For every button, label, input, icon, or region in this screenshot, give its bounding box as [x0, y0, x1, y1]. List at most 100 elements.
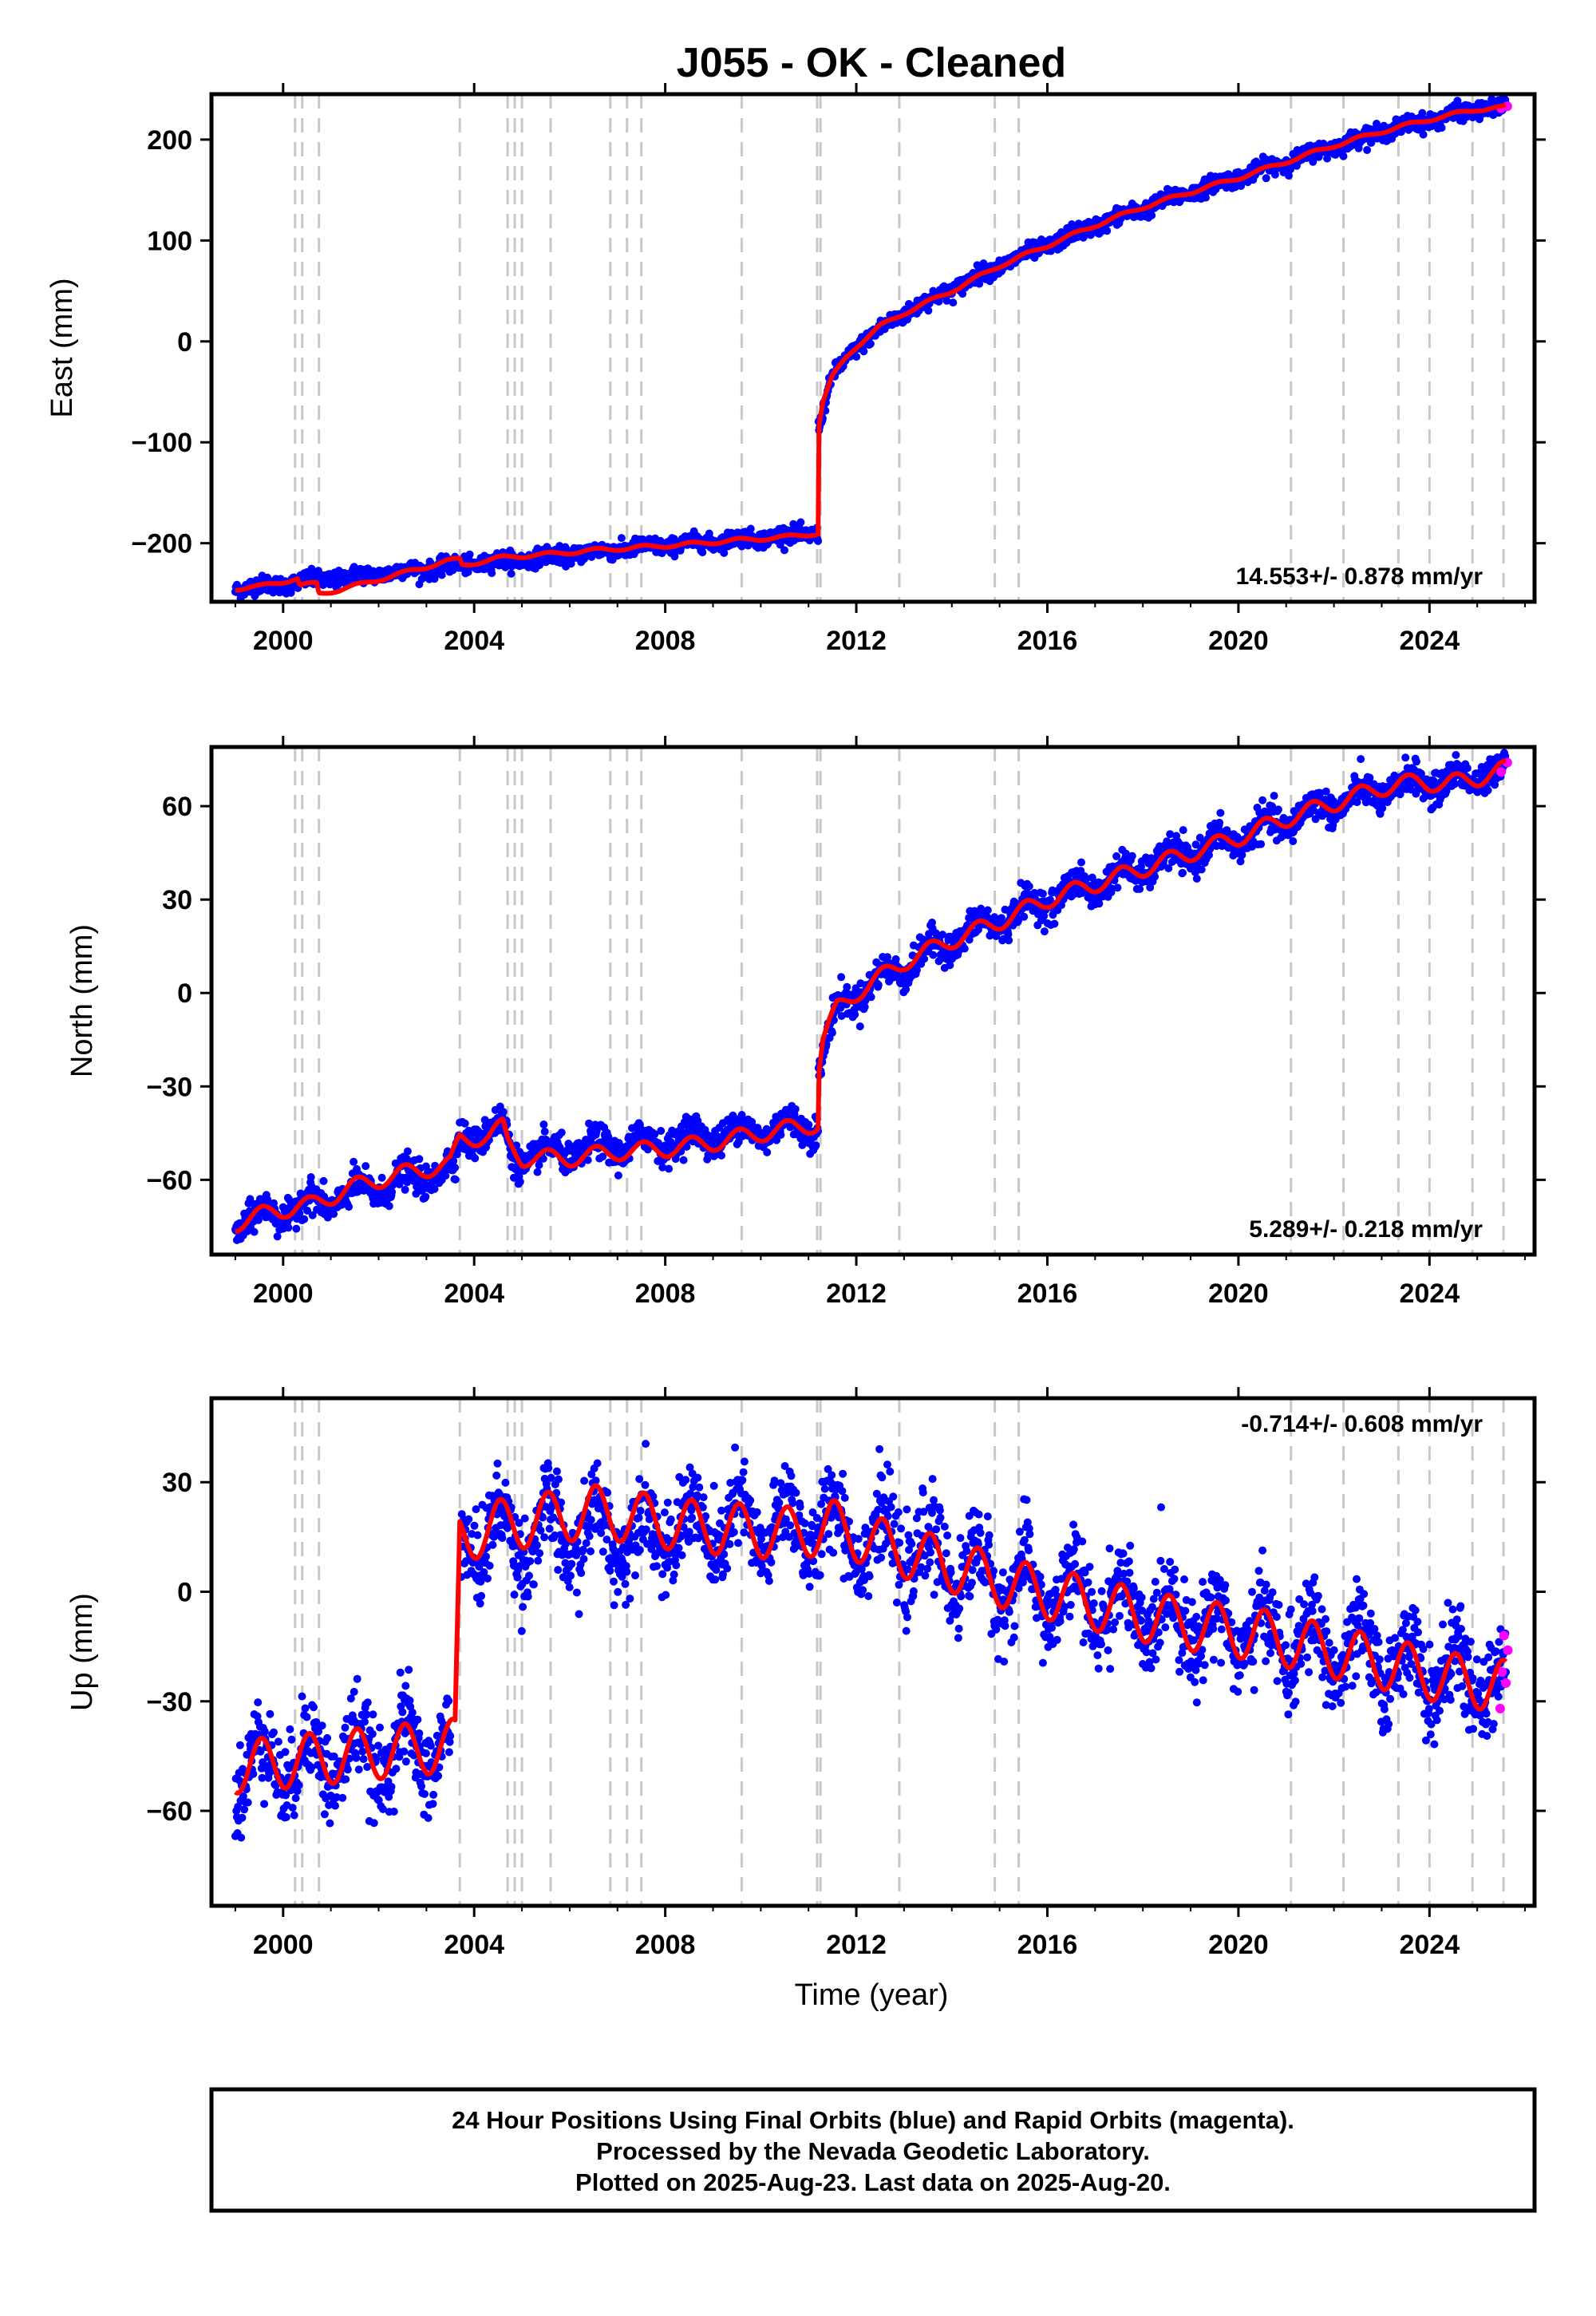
- final-orbit-point: [1419, 130, 1428, 139]
- x-tick-label: 2020: [1208, 1279, 1269, 1309]
- final-orbit-point: [460, 1119, 469, 1128]
- final-orbit-point: [1005, 936, 1013, 945]
- final-orbit-point: [1128, 852, 1136, 860]
- final-orbit-point: [891, 954, 900, 963]
- final-orbit-point: [924, 306, 933, 315]
- final-orbit-point: [1463, 764, 1472, 773]
- final-orbit-point: [614, 1171, 622, 1180]
- final-orbit-point: [665, 1164, 674, 1173]
- final-orbit-point: [1179, 826, 1187, 835]
- final-orbit-point: [791, 1105, 800, 1113]
- final-orbit-point: [1025, 882, 1033, 891]
- final-orbit-point: [776, 1131, 785, 1139]
- final-orbit-point: [1274, 805, 1282, 814]
- final-orbit-point: [437, 571, 446, 579]
- x-tick-label: 2024: [1399, 626, 1460, 656]
- final-orbit-point: [300, 1215, 309, 1223]
- x-tick-label: 2004: [444, 626, 504, 656]
- plot-area: [231, 94, 1512, 602]
- final-orbit-point: [1437, 124, 1446, 132]
- final-orbit-point: [533, 1168, 542, 1176]
- final-orbit-point: [1357, 755, 1365, 764]
- final-orbit-point: [345, 1203, 354, 1211]
- final-orbit-point: [1339, 152, 1348, 160]
- final-orbit-point: [361, 1162, 370, 1171]
- final-orbit-point: [1136, 885, 1144, 893]
- final-orbit-point: [254, 1215, 263, 1224]
- final-orbit-point: [499, 1108, 508, 1117]
- final-orbit-point: [843, 982, 851, 991]
- final-orbit-point: [851, 1010, 859, 1019]
- final-orbit-point: [1323, 154, 1332, 163]
- final-orbit-point: [1148, 211, 1156, 219]
- y-tick-label: −200: [131, 529, 192, 559]
- final-orbit-point: [859, 347, 868, 356]
- final-orbit-point: [306, 1173, 315, 1181]
- final-orbit-point: [557, 1128, 566, 1137]
- final-orbit-point: [720, 548, 729, 557]
- plot-area: [231, 747, 1512, 1255]
- final-orbit-point: [698, 548, 707, 557]
- final-orbit-point: [1257, 840, 1266, 848]
- final-orbit-point: [958, 290, 967, 298]
- final-orbit-point: [717, 1151, 725, 1160]
- final-orbit-point: [516, 1177, 524, 1186]
- final-orbit-point: [1285, 172, 1293, 180]
- final-orbit-point: [796, 518, 805, 527]
- east-panel: 2000 2004 2008 2012 2016 2020 2024−200−1000100…: [45, 83, 1546, 656]
- final-orbit-point: [1270, 792, 1278, 800]
- final-orbit-point: [812, 1141, 820, 1150]
- x-tick-label: 2012: [826, 626, 887, 656]
- final-orbit-point: [307, 564, 316, 573]
- final-orbit-point: [617, 534, 626, 543]
- final-orbit-point: [507, 569, 516, 578]
- final-orbit-point: [401, 1185, 409, 1194]
- final-orbit-point: [1020, 912, 1029, 921]
- final-orbit-point: [539, 1120, 548, 1128]
- final-orbit-point: [1040, 927, 1049, 936]
- final-orbit-point: [1262, 174, 1270, 183]
- final-orbit-point: [960, 944, 969, 953]
- y-tick-label: 0: [177, 327, 192, 358]
- final-orbit-point: [679, 1156, 688, 1164]
- final-orbit-point: [804, 1120, 813, 1129]
- x-tick-label: 2000: [253, 626, 314, 656]
- final-orbit-point: [837, 973, 846, 982]
- x-tick-label: 2012: [826, 1279, 887, 1309]
- final-orbit-point: [250, 1227, 259, 1236]
- final-orbit-point: [567, 559, 575, 568]
- final-orbit-point: [1289, 837, 1298, 845]
- final-orbit-point: [949, 298, 958, 307]
- x-tick-label: 2020: [1208, 626, 1269, 656]
- final-orbit-point: [451, 1176, 460, 1184]
- final-orbit-point: [1077, 858, 1085, 867]
- final-orbit-point: [1179, 868, 1187, 877]
- final-orbit-point: [1401, 753, 1410, 762]
- final-orbit-point: [1270, 170, 1279, 179]
- final-orbit-points: [231, 749, 1510, 1244]
- final-orbit-point: [852, 353, 861, 361]
- axes-frame: [209, 92, 1537, 604]
- final-orbit-point: [415, 1155, 424, 1164]
- rate-label: 14.553+/- 0.878 mm/yr: [1236, 563, 1483, 590]
- final-orbit-point: [465, 550, 474, 559]
- x-tick-label: 2004: [444, 1279, 504, 1309]
- final-orbit-point: [763, 1148, 772, 1156]
- final-orbit-point: [1363, 146, 1372, 154]
- north-panel: 2000 2004 2008 2012 2016 2020 2024−60−3003060N…: [65, 736, 1546, 1309]
- x-tick-label: 2008: [635, 1279, 696, 1309]
- y-axis-label: East (mm): [45, 278, 79, 417]
- x-tick-label: 2024: [1399, 1279, 1460, 1309]
- final-orbit-point: [874, 980, 883, 989]
- final-orbit-point: [1192, 875, 1201, 883]
- final-orbit-point: [746, 524, 755, 533]
- final-orbit-point: [292, 1224, 301, 1233]
- final-orbit-point: [471, 1154, 480, 1163]
- final-orbit-point: [1103, 227, 1112, 235]
- final-orbit-point: [942, 296, 951, 305]
- x-tick-label: 2008: [635, 626, 696, 656]
- final-orbit-point: [314, 567, 322, 575]
- final-orbit-point: [284, 1223, 293, 1232]
- final-orbit-point: [403, 1147, 412, 1156]
